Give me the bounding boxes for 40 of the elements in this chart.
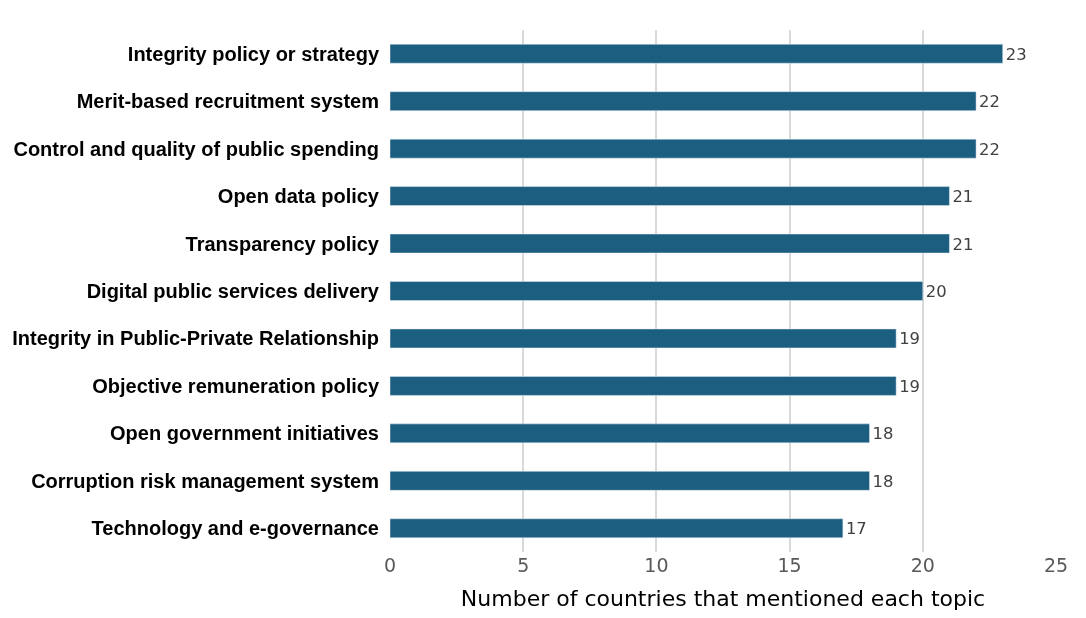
bar [390, 328, 897, 349]
y-tick-label: Transparency policy [185, 232, 380, 255]
bar [390, 423, 870, 444]
x-tick-label: 0 [383, 554, 397, 576]
bar [390, 281, 924, 301]
x-tick-label: 20 [910, 554, 935, 576]
y-tick-label: Integrity policy or strategy [127, 42, 380, 65]
bar [390, 233, 950, 254]
data-label: 23 [1005, 44, 1027, 64]
data-label: 18 [872, 471, 894, 491]
y-tick-label: Technology and e-governance [91, 517, 379, 540]
data-label: 22 [979, 139, 1000, 159]
data-label: 17 [845, 519, 867, 539]
x-tick-label: 10 [644, 554, 669, 576]
data-label: 19 [899, 329, 921, 349]
bar [390, 43, 1003, 64]
y-tick-label: Open government initiatives [110, 422, 379, 445]
y-tick-label: Merit-based recruitment system [76, 90, 379, 113]
data-label: 22 [979, 92, 1000, 112]
data-label: 20 [925, 282, 947, 302]
bar [390, 186, 950, 206]
data-label: 19 [899, 376, 921, 396]
y-tick-label: Control and quality of public spending [13, 137, 379, 160]
y-tick-label: Open data policy [217, 185, 380, 208]
x-tick-label: 5 [517, 554, 530, 576]
x-tick-label: 15 [777, 554, 802, 576]
bar [390, 471, 870, 491]
y-tick-label: Integrity in Public-Private Relationship [12, 327, 379, 350]
bar [390, 138, 977, 159]
x-axis-title: Number of countries that mentioned each topic [460, 585, 986, 611]
x-tick-label: 25 [1043, 554, 1069, 576]
bar [390, 518, 844, 539]
data-label: 21 [952, 187, 974, 207]
bar [390, 91, 977, 111]
y-tick-label: Corruption risk management system [31, 469, 379, 492]
y-tick-label: Digital public services delivery [86, 280, 380, 302]
data-label: 18 [872, 424, 894, 444]
bar [390, 376, 897, 396]
y-tick-label: Objective remuneration policy [92, 374, 380, 397]
data-label: 21 [952, 234, 974, 254]
